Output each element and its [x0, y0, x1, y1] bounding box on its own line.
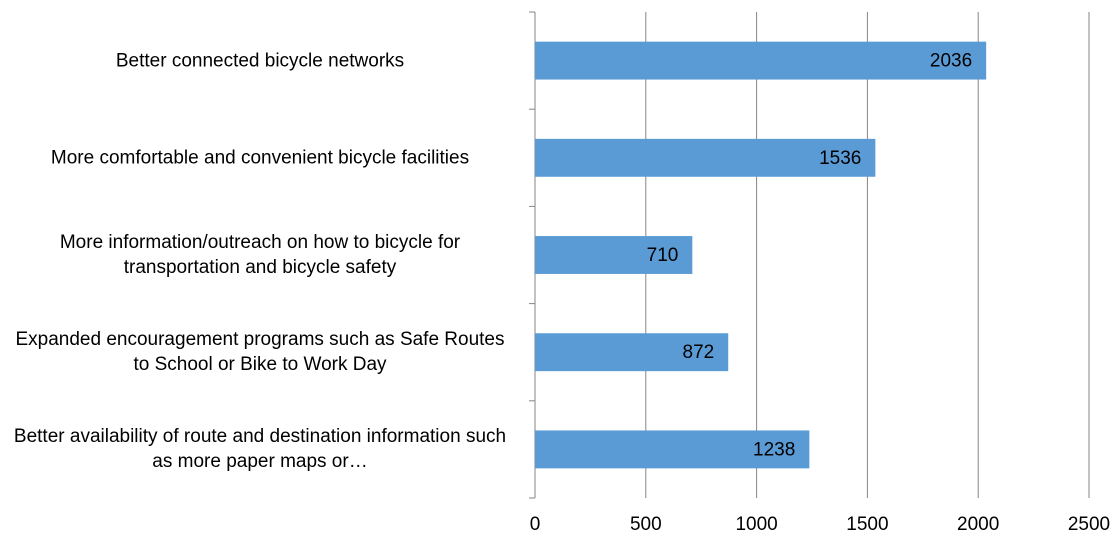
- bar: [535, 236, 693, 274]
- value-label: 872: [683, 342, 715, 363]
- x-tick-label: 0: [530, 514, 541, 535]
- value-label: 2036: [930, 51, 972, 72]
- y-tick-label: More comfortable and convenient bicycle …: [50, 147, 470, 169]
- x-tick-label: 1500: [846, 514, 888, 535]
- y-tick-label: More information/outreach on how to bicy…: [59, 232, 461, 278]
- value-label: 710: [647, 245, 679, 266]
- y-tick-label: Better connected bicycle networks: [115, 50, 405, 72]
- bar: [535, 333, 729, 372]
- bar: [535, 430, 810, 469]
- value-label: 1536: [819, 148, 861, 169]
- x-tick-label: 500: [630, 514, 662, 535]
- x-tick-label: 2500: [1068, 514, 1110, 535]
- bar: [535, 138, 876, 177]
- y-tick-label: Expanded encouragement programs such as …: [15, 329, 505, 376]
- value-label: 1238: [753, 439, 795, 460]
- x-tick-label: 2000: [957, 514, 999, 535]
- y-tick-label: Better availability of route and destina…: [13, 426, 507, 473]
- bar: [535, 41, 987, 80]
- x-tick-label: 1000: [735, 514, 777, 535]
